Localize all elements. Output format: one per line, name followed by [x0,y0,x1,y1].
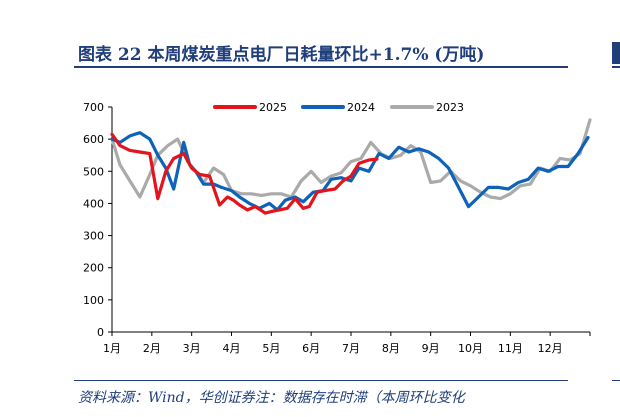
x-tick-label: 4月 [223,342,241,355]
chart-legend: 2025 2024 2023 [213,101,464,114]
chart-axes [111,107,590,333]
x-tick-label: 2月 [143,342,161,355]
y-axis-ticks: 0 100 200 300 400 500 600 700 [83,101,112,339]
y-tick-label: 300 [83,230,104,243]
y-tick-label: 700 [83,101,104,114]
x-tick-label: 11月 [498,342,523,355]
x-tick-label: 6月 [302,342,320,355]
y-tick-label: 0 [97,326,104,339]
source-note: 资料来源：Wind，华创证券注：数据存在时滞（本周环比变化 [78,390,465,406]
series-line-2024 [110,131,590,212]
x-tick-label: 3月 [183,342,201,355]
y-tick-label: 600 [83,133,104,146]
y-tick-label: 200 [83,262,104,275]
y-tick-label: 500 [83,165,104,178]
x-tick-label: 8月 [382,342,400,355]
source-divider [74,380,568,381]
x-axis-ticks: 1月 2月 3月 4月 5月 6月 7月 8月 9月 10月 11月 12月 [103,332,591,355]
y-tick-label: 100 [83,294,104,307]
x-tick-label: 12月 [538,342,563,355]
figure-title: 图表 22 本周煤炭重点电厂日耗量环比+1.7% (万吨) [78,45,485,65]
edge-rule-top [612,66,620,68]
legend-label-2025: 2025 [259,101,287,114]
x-tick-label: 5月 [262,342,280,355]
x-tick-label: 1月 [103,342,121,355]
title-divider [74,66,568,68]
edge-block-decoration [612,42,620,64]
x-tick-label: 9月 [422,342,440,355]
x-tick-label: 7月 [342,342,360,355]
series-line-2023 [110,118,592,201]
series-lines [110,118,592,215]
legend-label-2024: 2024 [347,101,375,114]
legend-label-2023: 2023 [436,101,464,114]
series-line-2025 [110,132,379,215]
x-tick-label: 10月 [458,342,483,355]
y-tick-label: 400 [83,197,104,210]
edge-rule-bottom [612,380,620,381]
